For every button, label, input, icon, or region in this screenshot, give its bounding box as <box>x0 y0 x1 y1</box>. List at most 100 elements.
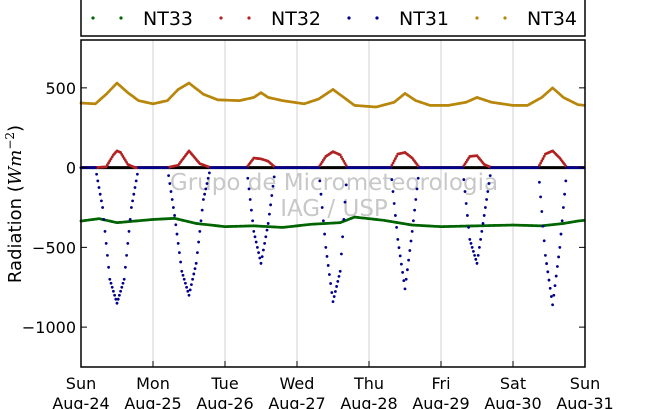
data-point <box>408 249 412 252</box>
data-point <box>322 219 325 223</box>
data-point <box>536 166 540 170</box>
data-point <box>330 291 334 294</box>
data-point <box>246 176 250 180</box>
data-point <box>169 190 173 193</box>
data-point <box>108 277 112 281</box>
legend-marker <box>503 16 507 20</box>
x-tick-day: Thu <box>353 374 384 393</box>
data-point <box>563 192 566 196</box>
data-point <box>199 219 203 223</box>
data-point <box>136 172 139 176</box>
data-point <box>475 261 479 265</box>
data-point <box>556 265 559 268</box>
watermark-line-1: Grupo de Micrometeorologia <box>170 170 498 196</box>
x-tick-day: Mon <box>136 374 170 393</box>
data-point <box>390 163 394 167</box>
data-point <box>96 179 100 183</box>
data-point <box>402 279 406 282</box>
y-tick-label: −1000 <box>22 318 76 337</box>
data-point <box>268 212 271 216</box>
legend: NT33 NT32 NT31 NT34 <box>80 0 586 37</box>
data-point <box>114 297 118 301</box>
data-point <box>122 277 126 281</box>
data-point <box>546 270 550 274</box>
data-point <box>468 237 472 241</box>
data-point <box>176 241 180 245</box>
y-axis-label-text: Radiation ( <box>5 185 26 283</box>
data-point <box>128 218 132 221</box>
legend-marker <box>247 16 251 20</box>
data-point <box>329 282 332 285</box>
data-point <box>168 182 172 185</box>
data-point <box>264 235 268 239</box>
data-point <box>202 198 205 201</box>
data-point <box>130 206 133 209</box>
data-point <box>540 210 544 213</box>
data-point <box>554 274 558 278</box>
data-point <box>467 226 470 229</box>
data-point <box>560 219 564 223</box>
legend-label: NT33 <box>143 8 193 30</box>
data-point <box>334 290 337 293</box>
data-point <box>538 163 541 167</box>
watermark: Grupo de Micrometeorologia IAG / USP <box>170 170 498 222</box>
data-point <box>107 265 110 269</box>
data-point <box>409 239 413 243</box>
data-point <box>179 260 183 264</box>
data-point <box>175 232 179 236</box>
data-point <box>200 208 204 212</box>
data-point <box>552 293 556 297</box>
data-point <box>254 240 258 244</box>
legend-box <box>80 0 586 37</box>
data-point <box>343 200 347 204</box>
data-point <box>342 218 346 221</box>
data-point <box>414 198 418 201</box>
data-point <box>553 284 557 288</box>
data-point <box>265 228 269 232</box>
data-point <box>412 219 415 223</box>
x-tick-date: Aug-25 <box>124 394 181 409</box>
data-point <box>400 262 403 266</box>
x-tick-day: Sun <box>570 374 600 393</box>
data-point <box>115 301 119 305</box>
data-point <box>396 237 400 241</box>
data-point <box>121 281 125 285</box>
data-point <box>539 161 542 165</box>
series-nt32 <box>79 149 586 170</box>
data-point <box>469 241 473 245</box>
legend-item-nt32: NT32 <box>219 8 321 30</box>
data-point <box>272 175 276 179</box>
data-point <box>462 178 466 181</box>
x-tick-day: Wed <box>280 374 315 393</box>
data-point <box>395 226 398 229</box>
legend-marker <box>475 16 479 20</box>
data-point <box>266 222 270 225</box>
data-point <box>258 256 262 260</box>
data-point <box>478 245 481 249</box>
data-series <box>79 81 586 307</box>
data-point <box>341 235 344 239</box>
data-point <box>252 230 256 233</box>
x-tick-date: Aug-26 <box>196 394 253 409</box>
data-point <box>203 192 207 196</box>
data-point <box>481 222 485 225</box>
data-point <box>118 293 121 297</box>
data-point <box>390 178 394 181</box>
data-point <box>344 183 348 187</box>
data-point <box>95 172 98 176</box>
data-point <box>263 241 266 245</box>
data-point <box>186 289 190 293</box>
data-point <box>542 154 546 158</box>
x-tick-day: Fri <box>431 374 450 393</box>
y-tick-label: 0 <box>66 159 76 178</box>
data-point <box>407 258 410 262</box>
data-point <box>250 208 253 212</box>
x-axis-ticks: SunAug-24MonAug-25TueAug-26WedAug-27ThuA… <box>52 361 614 409</box>
data-point <box>545 262 548 265</box>
data-point <box>541 157 545 160</box>
data-point <box>205 182 209 185</box>
data-point <box>174 223 178 227</box>
data-point <box>271 184 275 188</box>
data-point <box>269 203 272 207</box>
y-axis-label: Radiation (Wm−2) <box>3 125 26 283</box>
